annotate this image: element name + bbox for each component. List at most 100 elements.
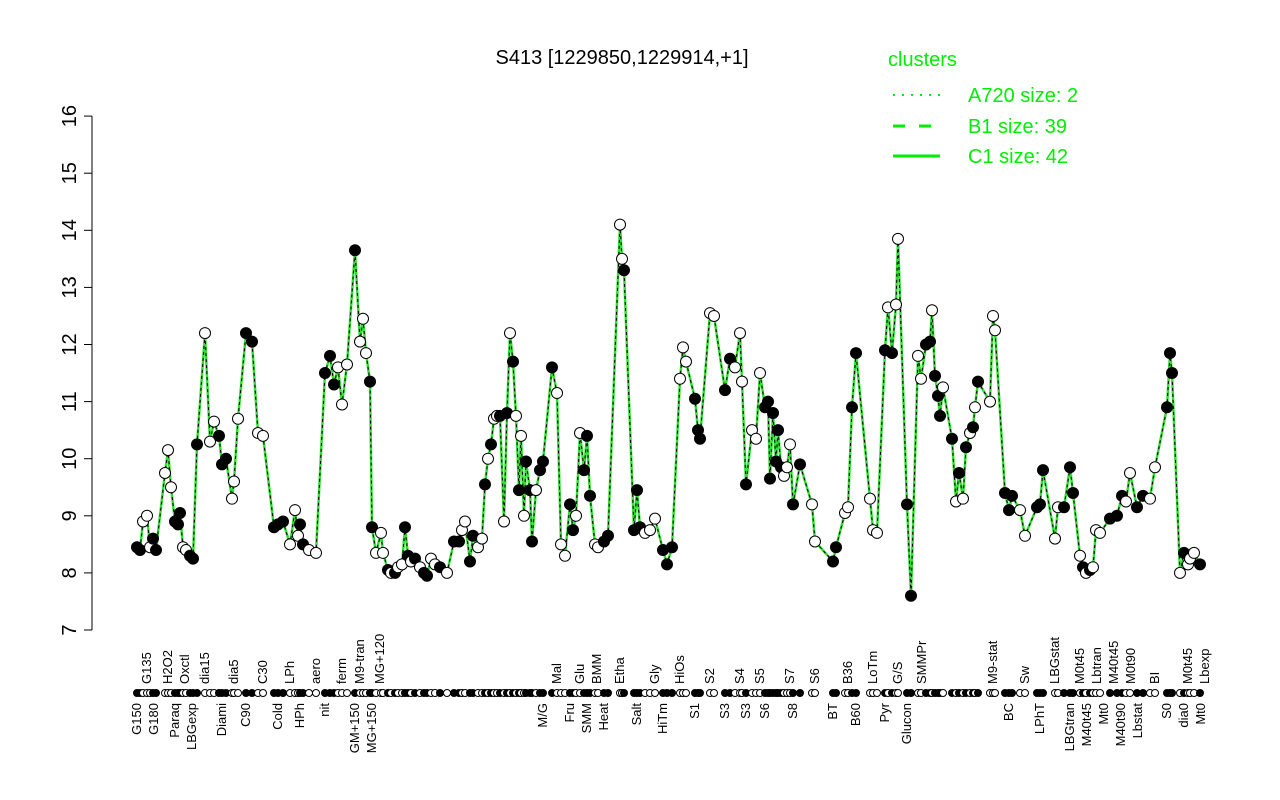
data-point	[946, 432, 958, 445]
data-point	[764, 472, 776, 485]
x-marker	[1069, 689, 1077, 697]
data-point	[459, 515, 471, 528]
data-point	[787, 498, 799, 511]
x-tick-label: S2	[702, 668, 717, 684]
data-point	[892, 232, 904, 245]
data-point	[1161, 401, 1173, 414]
x-tick-label: Lbstat	[1130, 703, 1145, 739]
x-tick-label: HiOs	[672, 655, 687, 684]
data-point	[1124, 466, 1136, 479]
x-axis: G135 H2O2 Oxctl dia15 dia5 C30 LPh aero ferm M9-t…	[129, 634, 1212, 753]
y-tick-label: 11	[59, 391, 81, 412]
data-point	[1194, 558, 1206, 571]
x-tick-label: G135	[139, 652, 154, 684]
data-point	[518, 509, 530, 522]
data-point	[924, 335, 936, 348]
x-marker	[152, 689, 160, 697]
data-point	[1034, 498, 1046, 511]
data-point	[349, 244, 361, 257]
data-point	[1120, 495, 1132, 508]
data-point	[510, 409, 522, 422]
data-point	[1166, 367, 1178, 380]
data-point	[1111, 509, 1123, 522]
x-tick-label: Mal	[549, 663, 564, 684]
data-point	[150, 544, 162, 557]
x-tick-label: M40t90	[1113, 703, 1128, 746]
data-point	[360, 347, 372, 360]
data-point	[740, 478, 752, 491]
data-point	[967, 421, 979, 434]
x-marker	[811, 689, 819, 697]
data-point	[616, 252, 628, 265]
data-point	[1087, 561, 1099, 574]
x-tick-label: S4	[732, 668, 747, 684]
legend-label-c1: C1 size: 42	[968, 146, 1068, 168]
x-tick-label: M0t90	[1123, 648, 1138, 684]
x-tick-label: ferm	[334, 658, 349, 684]
data-point	[174, 506, 186, 519]
data-point	[661, 558, 673, 571]
data-point	[564, 498, 576, 511]
x-tick-label: S3	[717, 703, 732, 719]
data-point	[1131, 501, 1143, 514]
data-point	[972, 375, 984, 388]
x-tick-label: S6	[757, 703, 772, 719]
y-tick-label: 14	[59, 219, 81, 241]
x-marker	[991, 689, 999, 697]
x-tick-label: LPhT	[1032, 703, 1047, 734]
data-point	[240, 327, 252, 340]
data-point	[507, 355, 519, 368]
data-point	[987, 309, 999, 322]
data-point	[324, 349, 336, 362]
data-point	[1003, 504, 1015, 517]
x-tick-label: M40t45	[1079, 703, 1094, 746]
data-point	[618, 264, 630, 277]
x-marker	[443, 689, 451, 697]
data-point	[485, 438, 497, 451]
data-point	[886, 347, 898, 360]
data-point	[513, 484, 525, 497]
x-tick-label: S7	[782, 668, 797, 684]
x-tick-label: M9-tran	[352, 639, 367, 684]
data-point	[890, 298, 902, 311]
x-marker	[1139, 689, 1147, 697]
x-tick-label: S8	[785, 703, 800, 719]
data-point	[482, 452, 494, 465]
data-point	[781, 461, 793, 474]
x-tick-label: S5	[752, 668, 767, 684]
data-point	[784, 438, 796, 451]
data-point	[377, 546, 389, 559]
x-tick-label: G/S	[890, 661, 905, 684]
data-point	[666, 541, 678, 554]
data-point	[375, 526, 387, 539]
data-point	[441, 566, 453, 579]
data-point	[336, 398, 348, 411]
x-tick-label: Gly	[647, 664, 662, 684]
x-tick-label: SMMPr	[914, 640, 929, 684]
data-point	[204, 435, 216, 448]
x-tick-label: HiTm	[655, 703, 670, 734]
x-tick-label: Pyr	[877, 702, 892, 722]
data-point	[937, 381, 949, 394]
data-point	[846, 401, 858, 414]
data-point	[1188, 546, 1200, 559]
x-marker	[696, 689, 704, 697]
x-tick-label: MG+120	[372, 634, 387, 684]
y-tick-label: 8	[59, 567, 81, 578]
data-point	[1149, 461, 1161, 474]
data-point	[794, 458, 806, 471]
x-tick-label: Paraq	[167, 703, 182, 738]
data-point	[871, 526, 883, 539]
data-point	[1019, 529, 1031, 542]
x-tick-label: Lbtran	[1089, 647, 1104, 684]
data-point	[310, 546, 322, 559]
data-point	[504, 327, 516, 340]
data-point	[570, 509, 582, 522]
data-point	[364, 375, 376, 388]
data-point	[772, 424, 784, 437]
x-tick-label: B36	[840, 661, 855, 684]
x-tick-label: M40t45	[1106, 641, 1121, 684]
legend-title: clusters	[888, 49, 957, 71]
data-point	[257, 429, 269, 442]
